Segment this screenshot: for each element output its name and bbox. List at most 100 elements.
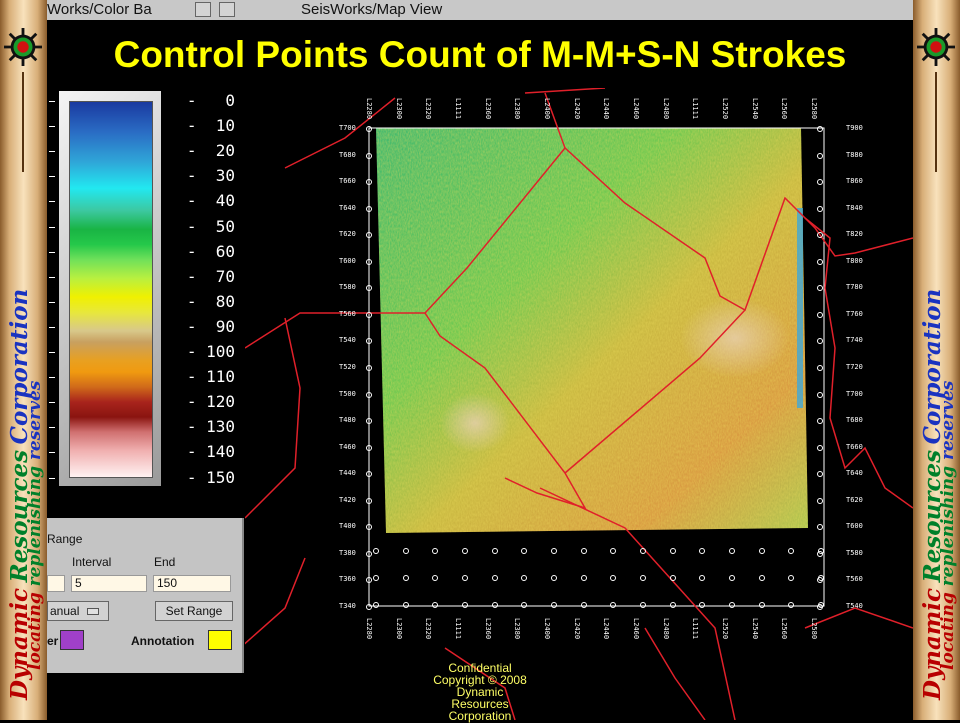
color-bar-window-titlebar[interactable]: Works/Color Ba (47, 0, 245, 21)
colorbar-left-tick (49, 276, 55, 278)
colorbar-tick-label: - 60 (186, 241, 235, 261)
grid-node (521, 602, 528, 608)
window-minimize-button[interactable] (219, 2, 235, 17)
map-view-canvas[interactable]: L2280 L2300 L2320 L1111 L2360 L2380 L2400 L2420… (245, 88, 913, 720)
grid-node (699, 548, 706, 554)
grid-node (521, 548, 528, 554)
colorbar-left-tick (49, 427, 55, 429)
grid-node (366, 365, 372, 371)
colorbar-gradient[interactable] (69, 101, 153, 478)
grid-node (551, 602, 557, 608)
grid-node (610, 548, 617, 554)
set-range-button[interactable]: Set Range (155, 601, 233, 621)
grid-node (817, 152, 823, 159)
grid-node (817, 418, 823, 425)
grid-node (817, 205, 823, 212)
grid-node (817, 444, 823, 451)
map-right-label: T800 (846, 256, 863, 265)
map-left-label: T520 (339, 363, 356, 371)
copyright-label: Copyright © 2008 (433, 673, 527, 687)
start-field[interactable] (47, 575, 65, 592)
grid-node (817, 311, 823, 318)
map-bottom-label: L2320 (424, 618, 433, 640)
colorbar-tick-label: - 0 (186, 91, 235, 110)
grid-node (366, 471, 372, 478)
grid-node (669, 602, 676, 608)
map-left-label: T700 (339, 124, 356, 132)
grid-node (432, 602, 439, 608)
map-right-label: T860 (846, 177, 863, 186)
colorbar-left-tick (49, 201, 55, 203)
grid-node (817, 179, 823, 186)
map-right-label: T720 (846, 363, 863, 371)
slide-title: Control Points Count of M-M+S-N Strokes (47, 20, 913, 88)
grid-node (817, 232, 823, 239)
map-bottom-label: L1111 (691, 618, 700, 640)
seismic-hotspot (680, 298, 790, 378)
map-bottom-label: L2540 (750, 618, 759, 640)
grid-node (640, 575, 646, 581)
map-top-label: L2460 (632, 98, 640, 120)
map-right-label: T540 (846, 602, 863, 610)
range-heading: Range (47, 532, 83, 546)
map-top-label: L2360 (483, 98, 492, 120)
map-left-label: T640 (339, 203, 356, 212)
map-left-label: T600 (339, 256, 356, 265)
grid-node (729, 602, 735, 608)
annotation-color-swatch[interactable] (208, 630, 232, 650)
map-top-label: L2380 (513, 98, 522, 120)
end-field[interactable]: 150 (153, 575, 231, 592)
grid-node (402, 575, 409, 581)
option-menu-indicator-icon (86, 608, 99, 616)
left-banner: Dynamic Resources Corporation locating r… (0, 0, 47, 720)
color-bar-window-title: Works/Color Ba (47, 1, 152, 18)
map-bottom-label: L2280 (365, 618, 373, 640)
map-top-label: L2580 (810, 98, 818, 120)
map-bottom-label: L2400 (543, 618, 551, 640)
colorbar-tick-label: - 70 (186, 266, 235, 286)
grid-node (491, 575, 498, 581)
map-right-label: T660 (846, 442, 863, 451)
map-view-window-titlebar[interactable]: SeisWorks/Map View (245, 0, 913, 21)
grid-node (817, 524, 823, 531)
grid-node (817, 365, 823, 371)
confidential-label: Confidential (448, 661, 512, 675)
grid-node (432, 548, 439, 554)
window-menu-button[interactable] (195, 2, 211, 17)
grid-node (788, 548, 795, 554)
grid-node (366, 311, 372, 318)
map-right-label: T760 (846, 309, 863, 318)
grid-node (729, 548, 735, 554)
colorbar-tick-label: - 50 (186, 216, 235, 236)
map-right-label: T640 (846, 469, 863, 478)
colorbar-tick-labels: - 0 - 10 - 20 - 30 - 40 - 50 - 60 - 70 - 80 - 90 -… (175, 88, 239, 488)
interval-field[interactable]: 5 (71, 575, 147, 592)
grid-node (817, 497, 823, 504)
map-top-label: L2560 (780, 98, 789, 120)
grid-node (462, 548, 468, 554)
map-right-label: T700 (846, 389, 863, 398)
sun-logo-icon (4, 28, 42, 66)
border-color-swatch[interactable] (60, 630, 84, 650)
map-left-label: T460 (339, 442, 356, 451)
map-top-label: L2320 (424, 98, 433, 120)
grid-node (373, 575, 379, 581)
map-left-label: T540 (339, 336, 356, 345)
colorbar-frame (59, 91, 161, 486)
grid-node (580, 602, 587, 608)
grid-node (817, 338, 823, 345)
map-view-window-title: SeisWorks/Map View (301, 1, 443, 18)
border-label: er (47, 634, 59, 648)
mode-option-menu[interactable]: anual (47, 601, 109, 621)
colorbar-left-tick (49, 301, 55, 303)
map-right-label: T880 (846, 150, 863, 159)
colorbar-tick-label: - 100 (186, 342, 235, 361)
grid-node (580, 548, 587, 554)
map-bottom-label: L2420 (572, 618, 581, 640)
banner-arrow-icon (935, 72, 937, 172)
map-left-label: T580 (339, 283, 356, 292)
map-left-label: T420 (339, 495, 356, 504)
colorbar-tick-label: - 10 (186, 116, 235, 136)
colorbar-tick-label: - 140 (186, 442, 235, 462)
grid-node (373, 602, 379, 608)
